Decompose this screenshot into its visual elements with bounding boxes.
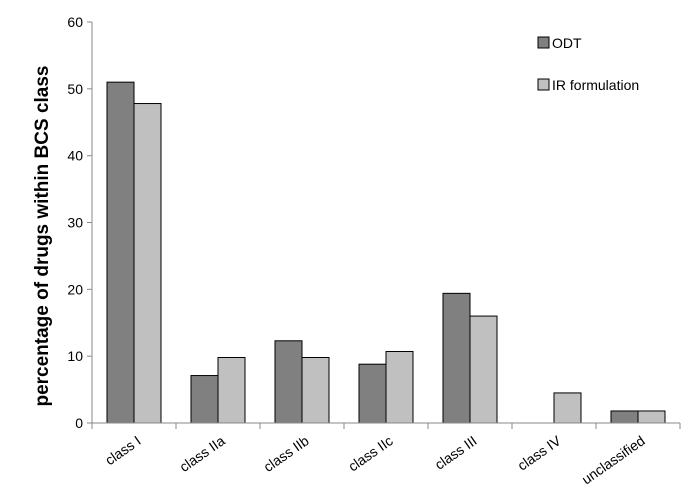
x-tick-label: class IV xyxy=(514,432,564,474)
bar-odt-class-iib xyxy=(274,340,303,424)
legend-label: ODT xyxy=(552,35,582,51)
bar-ir-class-iic xyxy=(385,350,414,424)
bar-odt-unclassified xyxy=(610,410,639,424)
bar-ir-class-iv xyxy=(553,392,582,424)
x-tick-label: class IIc xyxy=(345,432,396,474)
y-tick-label: 30 xyxy=(67,215,83,231)
y-tick-label: 60 xyxy=(67,14,83,30)
y-axis-title: percentage of drugs within BCS class xyxy=(32,65,53,406)
y-tick-label: 10 xyxy=(67,348,83,364)
bar-ir-unclassified xyxy=(637,410,666,424)
bar-odt-class-i xyxy=(106,81,135,424)
bar-ir-class-iii xyxy=(469,315,498,424)
y-axis: 0 10 20 30 40 50 60 xyxy=(67,14,93,431)
x-tick-label: class IIa xyxy=(176,432,227,475)
bars xyxy=(106,81,666,424)
x-tick-label: class IIb xyxy=(260,432,311,475)
y-tick-label: 40 xyxy=(67,148,83,164)
bar-ir-class-iib xyxy=(301,357,330,424)
bar-odt-class-iic xyxy=(358,363,387,424)
bar-ir-class-iia xyxy=(217,357,246,424)
x-tick-label: class I xyxy=(102,432,144,468)
bar-ir-class-i xyxy=(133,103,162,424)
bar-odt-class-iia xyxy=(190,375,219,424)
legend: ODT IR formulation xyxy=(537,35,639,93)
x-tick-label: class III xyxy=(432,432,480,472)
bar-odt-class-iii xyxy=(442,292,471,424)
x-axis: class I class IIa class IIb class IIc class … xyxy=(91,422,681,487)
y-tick-label: 0 xyxy=(75,415,83,431)
y-tick-label: 50 xyxy=(67,81,83,97)
legend-label: IR formulation xyxy=(552,77,639,93)
y-tick-label: 20 xyxy=(67,281,83,297)
x-tick-label: unclassified xyxy=(579,432,648,487)
legend-swatch xyxy=(537,36,550,49)
legend-swatch xyxy=(537,78,550,91)
